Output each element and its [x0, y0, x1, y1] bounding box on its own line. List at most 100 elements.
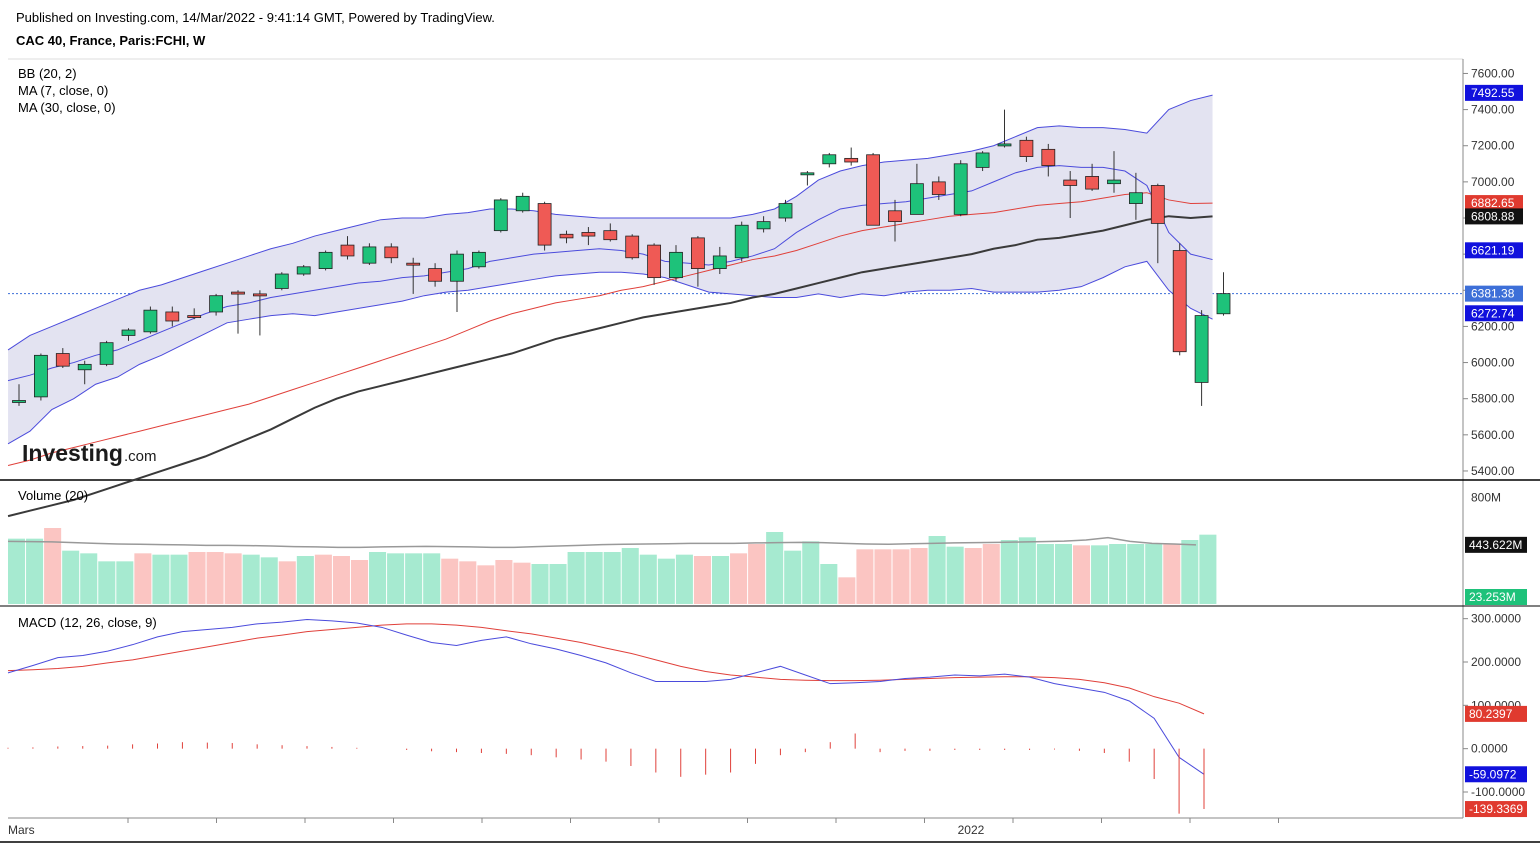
- candle[interactable]: [143, 309, 158, 333]
- macd-pane[interactable]: 300.0000200.0000100.00000.0000-100.00008…: [7, 612, 1527, 818]
- candle[interactable]: [121, 329, 136, 336]
- volume-bar[interactable]: [766, 532, 784, 604]
- volume-bar[interactable]: [350, 560, 369, 604]
- candle[interactable]: [428, 268, 443, 282]
- candle[interactable]: [1107, 179, 1121, 185]
- volume-bar[interactable]: [242, 554, 260, 604]
- candle[interactable]: [691, 237, 705, 269]
- volume-bar[interactable]: [1018, 537, 1036, 604]
- volume-bar[interactable]: [567, 552, 585, 604]
- candle[interactable]: [734, 224, 749, 259]
- price-pane[interactable]: 7600.007400.007200.007000.006800.006600.…: [7, 66, 1523, 518]
- volume-bar[interactable]: [838, 577, 856, 604]
- volume-bar[interactable]: [639, 554, 657, 604]
- volume-bar[interactable]: [946, 546, 964, 604]
- volume-bar[interactable]: [1163, 544, 1181, 604]
- volume-bar[interactable]: [964, 548, 982, 604]
- volume-bar[interactable]: [296, 556, 314, 604]
- candle[interactable]: [1172, 250, 1187, 353]
- candle[interactable]: [559, 233, 574, 239]
- candle[interactable]: [384, 246, 399, 259]
- volume-bar[interactable]: [549, 564, 567, 604]
- candle[interactable]: [493, 199, 508, 232]
- volume-bar[interactable]: [892, 549, 910, 604]
- volume-bar[interactable]: [369, 552, 387, 604]
- volume-bar[interactable]: [44, 528, 62, 604]
- volume-bar[interactable]: [730, 553, 748, 604]
- volume-bar[interactable]: [1091, 545, 1109, 604]
- volume-bar[interactable]: [513, 562, 531, 604]
- volume-bar[interactable]: [711, 556, 730, 604]
- volume-bar[interactable]: [982, 544, 1000, 604]
- volume-bar[interactable]: [910, 548, 928, 604]
- volume-bar[interactable]: [1199, 534, 1217, 604]
- volume-bar[interactable]: [495, 560, 513, 604]
- candle[interactable]: [1063, 179, 1078, 186]
- candle[interactable]: [581, 232, 596, 237]
- candle[interactable]: [669, 251, 683, 279]
- volume-bar[interactable]: [459, 561, 477, 604]
- volume-bar[interactable]: [603, 552, 621, 604]
- candle[interactable]: [647, 244, 661, 279]
- candle[interactable]: [997, 143, 1012, 147]
- volume-bar[interactable]: [62, 550, 80, 604]
- candle[interactable]: [187, 315, 202, 318]
- volume-bar[interactable]: [802, 541, 820, 604]
- volume-bar[interactable]: [1109, 544, 1127, 604]
- volume-bar[interactable]: [856, 549, 874, 604]
- volume-bar[interactable]: [80, 553, 98, 604]
- candle[interactable]: [165, 311, 180, 322]
- candle[interactable]: [1150, 185, 1165, 224]
- volume-bar[interactable]: [1145, 544, 1163, 604]
- volume-bar[interactable]: [152, 554, 170, 604]
- volume-bar[interactable]: [784, 550, 802, 604]
- volume-bar[interactable]: [1054, 544, 1072, 604]
- volume-bar[interactable]: [693, 556, 711, 604]
- volume-bar[interactable]: [477, 565, 495, 604]
- volume-bar[interactable]: [1000, 540, 1018, 604]
- candle[interactable]: [888, 210, 902, 223]
- candle[interactable]: [910, 183, 924, 215]
- candle[interactable]: [34, 354, 48, 398]
- candle[interactable]: [1085, 176, 1099, 190]
- volume-bar[interactable]: [278, 561, 296, 604]
- volume-bar[interactable]: [820, 564, 838, 604]
- candle[interactable]: [515, 195, 530, 212]
- candle[interactable]: [231, 291, 245, 295]
- candle[interactable]: [778, 203, 793, 219]
- volume-bar[interactable]: [874, 549, 892, 604]
- volume-bar[interactable]: [1036, 544, 1054, 604]
- candle[interactable]: [450, 253, 464, 282]
- candle[interactable]: [1194, 315, 1209, 383]
- volume-bar[interactable]: [748, 544, 766, 604]
- candle[interactable]: [800, 172, 815, 176]
- volume-bar[interactable]: [657, 558, 675, 604]
- volume-bar[interactable]: [188, 552, 206, 604]
- volume-bar[interactable]: [621, 548, 639, 604]
- candle[interactable]: [1216, 293, 1231, 315]
- volume-bar[interactable]: [405, 553, 423, 604]
- candle[interactable]: [844, 157, 859, 163]
- volume-bar[interactable]: [170, 554, 188, 604]
- volume-bar[interactable]: [387, 553, 405, 604]
- volume-bar[interactable]: [206, 552, 224, 604]
- candle[interactable]: [866, 154, 880, 226]
- candle[interactable]: [625, 235, 640, 259]
- candle[interactable]: [209, 295, 224, 313]
- candle[interactable]: [822, 154, 837, 165]
- candle[interactable]: [471, 251, 486, 268]
- candle[interactable]: [99, 342, 114, 365]
- volume-bar[interactable]: [531, 564, 549, 604]
- volume-bar[interactable]: [314, 554, 332, 604]
- candle[interactable]: [55, 353, 70, 367]
- candle[interactable]: [975, 152, 990, 168]
- candle[interactable]: [1041, 148, 1056, 167]
- volume-bar[interactable]: [332, 556, 350, 604]
- candle[interactable]: [406, 262, 421, 266]
- volume-bar[interactable]: [423, 553, 441, 604]
- volume-bar[interactable]: [1181, 540, 1199, 604]
- volume-bar[interactable]: [98, 561, 116, 604]
- volume-bar[interactable]: [441, 558, 459, 604]
- volume-bar[interactable]: [585, 552, 603, 604]
